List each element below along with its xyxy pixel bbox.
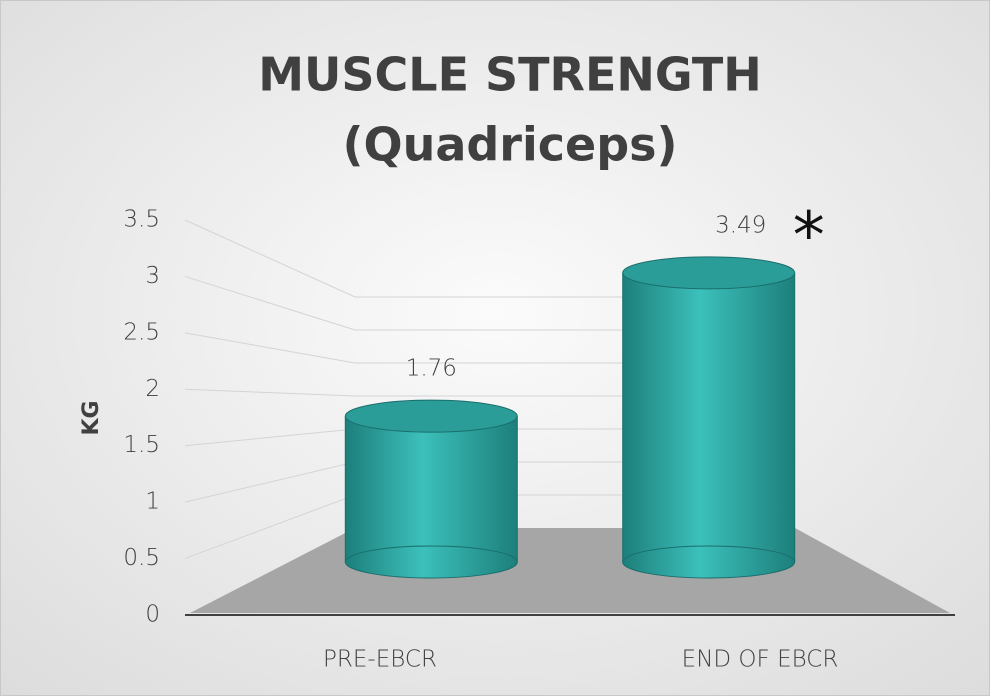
y-tick-label: 1.5 [123,432,160,458]
y-tick-label: 2.5 [123,319,160,345]
bar-top [622,256,796,290]
y-axis-label: KG [79,400,104,435]
x-tick-label: END OF EBCR [682,647,839,673]
y-tick-label: 3.5 [123,207,160,233]
bar-base [344,545,518,579]
y-tick-label: 0.5 [123,545,160,571]
x-tick-label: PRE-EBCR [323,647,437,673]
chart-title: MUSCLE STRENGTH [258,48,761,102]
y-tick-label: 0 [145,602,160,628]
bar-base [622,545,796,579]
y-tick-label: 3 [145,263,160,289]
annotation: * [793,199,825,273]
bar-body [622,272,795,562]
value-label: 3.49 [715,212,766,238]
value-label: 1.76 [406,356,457,382]
y-tick-label: 1 [145,489,160,515]
bar-body [345,416,518,562]
y-tick-label: 2 [145,376,160,402]
bar-top [344,399,518,433]
chart-subtitle: (Quadriceps) [342,118,677,172]
